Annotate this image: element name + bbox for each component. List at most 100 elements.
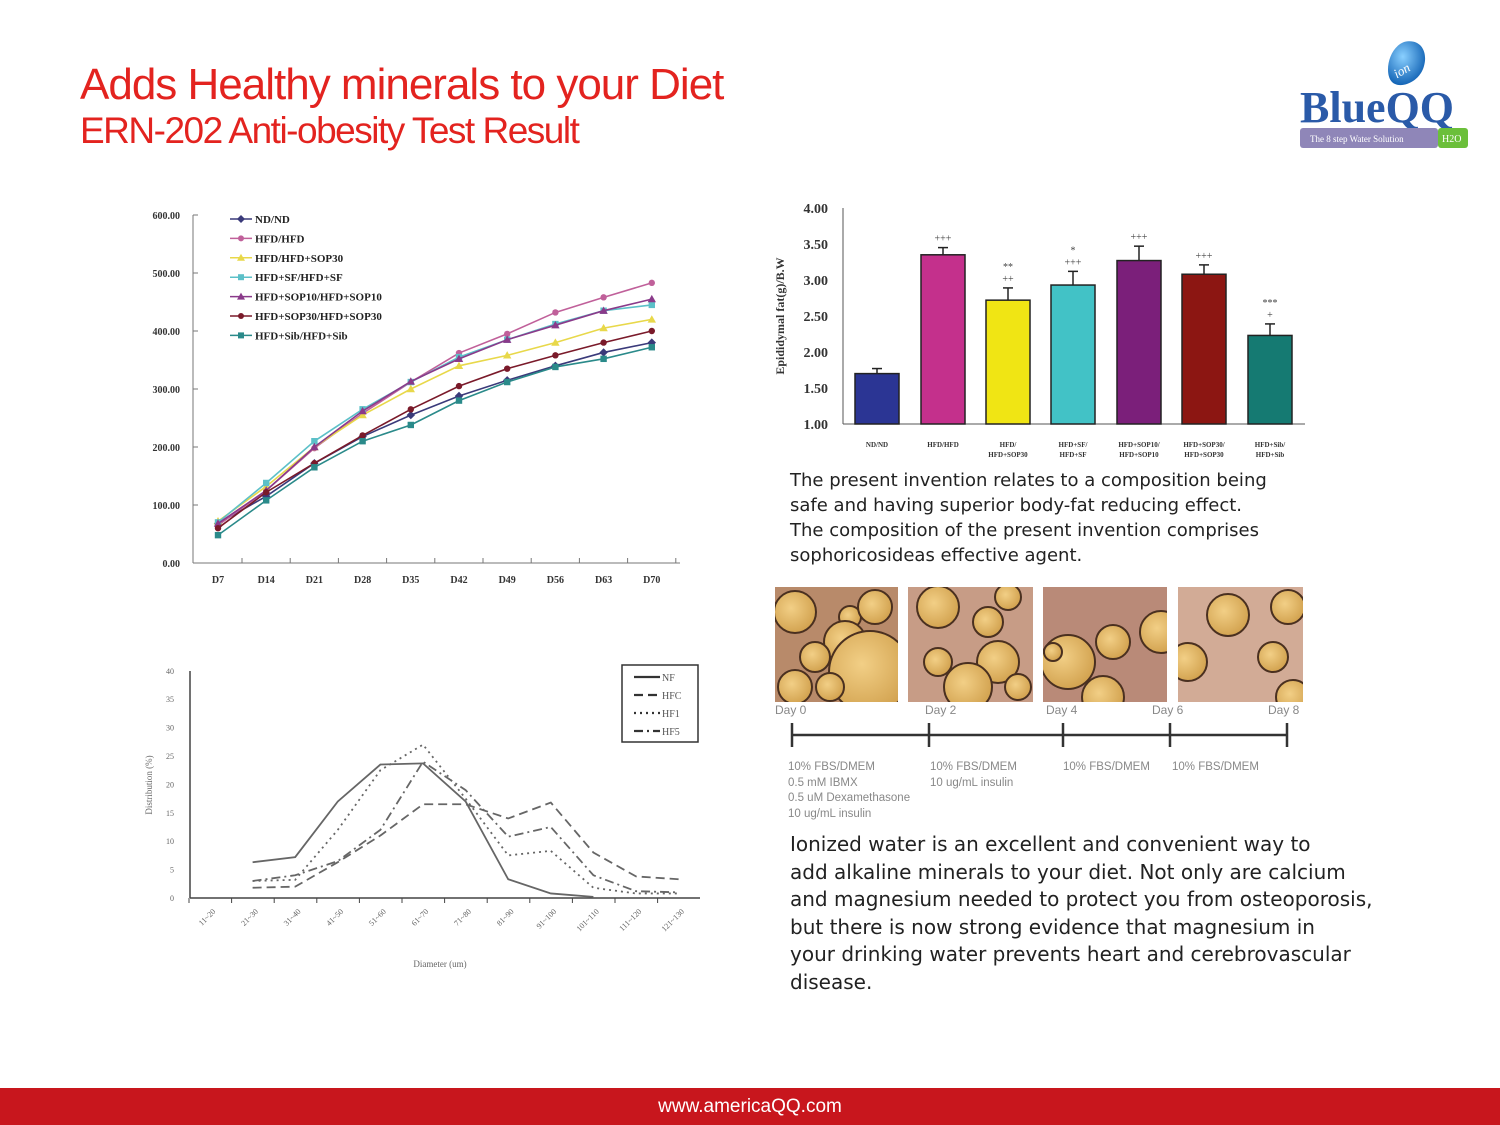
data-point xyxy=(599,323,608,332)
x-tick-label: 91~100 xyxy=(535,907,559,931)
y-tick-label: 0.00 xyxy=(163,559,181,570)
x-tick-label: 31~40 xyxy=(282,907,303,928)
day-label: Day 2 xyxy=(925,703,957,717)
data-point xyxy=(359,432,366,439)
day-label: Day 6 xyxy=(1152,703,1184,717)
data-point xyxy=(599,348,608,357)
data-point xyxy=(310,442,319,451)
lipid-droplet xyxy=(1206,593,1250,637)
data-point xyxy=(238,313,244,319)
invention-description: The present invention relates to a compo… xyxy=(790,470,1267,566)
x-tick-label: D35 xyxy=(402,575,419,586)
data-point xyxy=(648,344,655,351)
x-axis-label: Diameter (um) xyxy=(413,959,466,969)
y-tick-label: 0 xyxy=(170,894,174,903)
data-point xyxy=(406,410,415,420)
x-tick-label: D28 xyxy=(354,575,371,586)
significance-label: +++ xyxy=(935,234,952,245)
logo-h2o: H2O xyxy=(1442,134,1461,145)
data-point xyxy=(647,294,656,303)
y-tick-label: 600.00 xyxy=(153,211,181,222)
data-point xyxy=(407,421,414,429)
x-tick-label: HFD+Sib/ xyxy=(1255,441,1286,449)
x-tick-label: 11~20 xyxy=(197,907,218,928)
data-point xyxy=(238,235,244,242)
lipid-droplet xyxy=(1095,624,1131,660)
lipid-droplet xyxy=(857,589,893,625)
lipid-droplet xyxy=(1275,679,1303,702)
legend-label: HF1 xyxy=(662,709,680,720)
bar xyxy=(854,372,900,425)
epididymal-fat-bar-chart: 1.00 1.50 2.00 2.50 3.00 3.50 4.00 Epididymal f… xyxy=(773,202,1305,459)
y-tick-label: 200.00 xyxy=(153,443,181,454)
blueqq-logo: ion BlueQQ The 8 step Water Solution H2O xyxy=(1300,41,1468,148)
adipocyte-photo xyxy=(775,587,898,702)
lipid-droplet xyxy=(1043,642,1063,662)
y-tick-label: 2.00 xyxy=(804,346,829,361)
data-point xyxy=(214,531,222,539)
data-point xyxy=(237,215,245,223)
data-point xyxy=(407,406,414,413)
x-tick-label: 81~90 xyxy=(495,907,516,928)
data-point xyxy=(237,253,245,261)
lipid-droplet xyxy=(799,641,831,673)
legend-label: HFD+SOP10/HFD+SOP10 xyxy=(255,292,382,304)
lipid-droplet xyxy=(972,606,1004,638)
y-tick-label: 400.00 xyxy=(153,327,181,338)
legend-label: HFC xyxy=(662,691,682,702)
bar xyxy=(985,299,1031,425)
data-point xyxy=(504,365,511,372)
x-tick-label: HFD+SOP30 xyxy=(988,451,1028,459)
significance-label: ** xyxy=(1003,262,1013,273)
y-tick-label: 25 xyxy=(166,752,174,761)
website-link[interactable]: www.americaQQ.com xyxy=(658,1096,842,1117)
footer-bar: www.americaQQ.com xyxy=(0,1088,1500,1125)
data-point xyxy=(551,338,560,346)
x-tick-label: HFD+SOP30/ xyxy=(1183,441,1225,449)
data-point xyxy=(263,489,270,496)
bar xyxy=(1181,273,1227,425)
y-tick-label: 30 xyxy=(166,724,174,733)
day-label: Day 8 xyxy=(1268,703,1300,717)
series-line xyxy=(252,760,679,894)
x-tick-label: HFD/HFD xyxy=(927,441,959,449)
data-point xyxy=(263,497,270,504)
significance-label: +++ xyxy=(1065,257,1082,268)
x-tick-label: HFD+SF xyxy=(1060,451,1087,459)
lipid-droplet xyxy=(1178,642,1208,682)
series-line xyxy=(217,298,652,525)
data-point xyxy=(600,294,607,301)
legend-label: HFD/HFD xyxy=(255,233,305,245)
x-tick-label: ND/ND xyxy=(866,441,888,449)
lipid-droplet xyxy=(1257,641,1289,673)
x-tick-label: D21 xyxy=(306,575,323,586)
data-point xyxy=(648,279,655,287)
lipid-droplet xyxy=(777,669,813,702)
data-point xyxy=(552,309,559,316)
data-point xyxy=(263,479,270,487)
logo-ion: ion xyxy=(1391,60,1413,81)
data-point xyxy=(213,519,223,527)
significance-label: +++ xyxy=(1131,232,1148,243)
data-point xyxy=(647,315,656,323)
x-tick-label: HFD+SOP30 xyxy=(1184,451,1224,459)
y-tick-label: 1.00 xyxy=(804,418,829,433)
x-tick-label: 71~80 xyxy=(452,907,473,928)
lipid-droplet xyxy=(1270,589,1303,625)
y-axis-label: Epididymal fat(g)/B.W xyxy=(773,257,787,374)
legend-label: HFD+SF/HFD+SF xyxy=(255,272,343,284)
y-tick-label: 500.00 xyxy=(153,269,181,280)
data-point xyxy=(311,464,318,471)
significance-label: ++ xyxy=(1002,274,1014,285)
page-subtitle: ERN-202 Anti-obesity Test Result xyxy=(80,110,580,151)
data-point xyxy=(238,332,244,339)
lipid-droplet xyxy=(1139,610,1167,654)
data-point xyxy=(551,321,560,329)
data-point xyxy=(455,397,463,404)
significance-label: + xyxy=(1267,310,1273,321)
y-tick-label: 3.00 xyxy=(804,274,829,289)
data-point xyxy=(454,354,464,363)
x-tick-label: HFD+SF/ xyxy=(1059,441,1089,449)
data-point xyxy=(600,355,607,363)
data-point xyxy=(648,327,655,335)
